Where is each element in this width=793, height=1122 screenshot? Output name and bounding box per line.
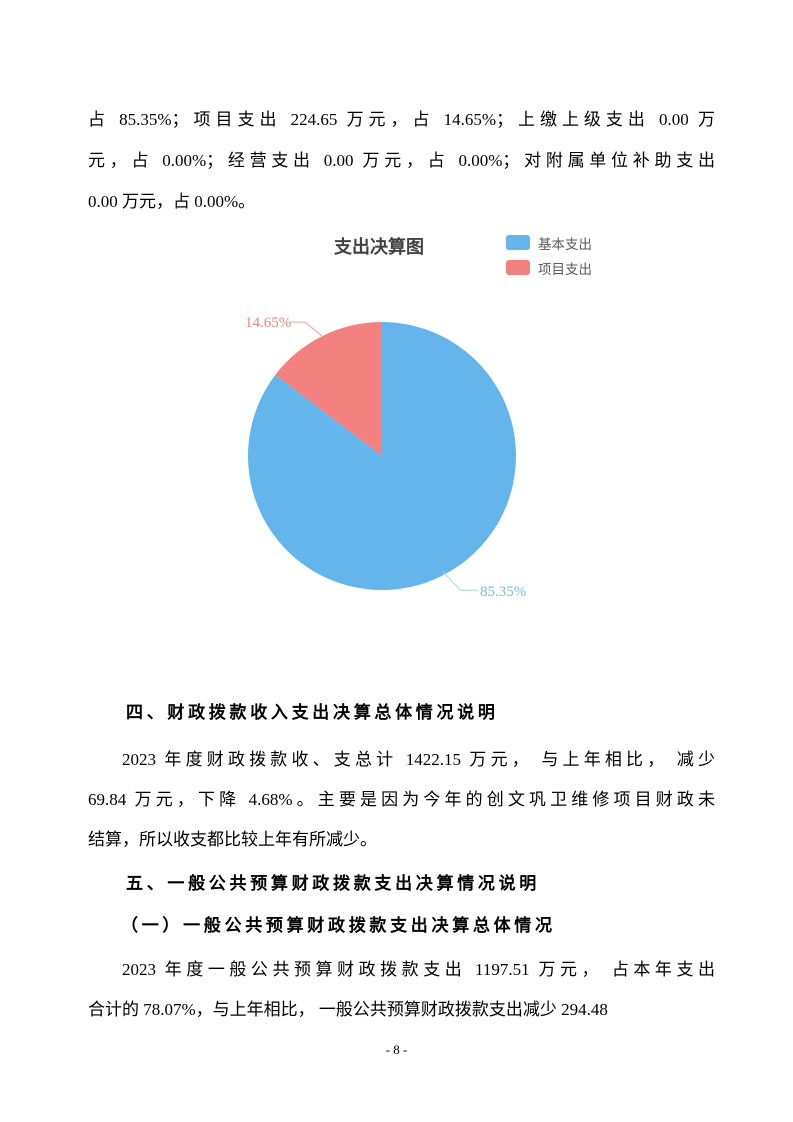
svg-text:85.35%: 85.35% bbox=[480, 584, 526, 600]
svg-text:14.65%: 14.65% bbox=[245, 315, 291, 331]
